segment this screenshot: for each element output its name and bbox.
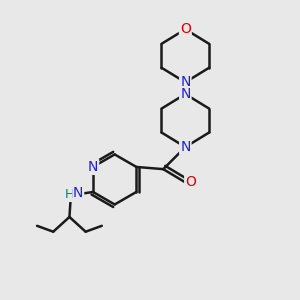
Text: N: N: [180, 140, 190, 154]
Text: H: H: [65, 188, 74, 201]
Text: O: O: [180, 22, 191, 36]
Text: O: O: [185, 176, 196, 189]
Text: N: N: [180, 87, 190, 101]
Text: N: N: [73, 186, 83, 200]
Text: N: N: [180, 75, 190, 89]
Text: N: N: [88, 160, 98, 174]
